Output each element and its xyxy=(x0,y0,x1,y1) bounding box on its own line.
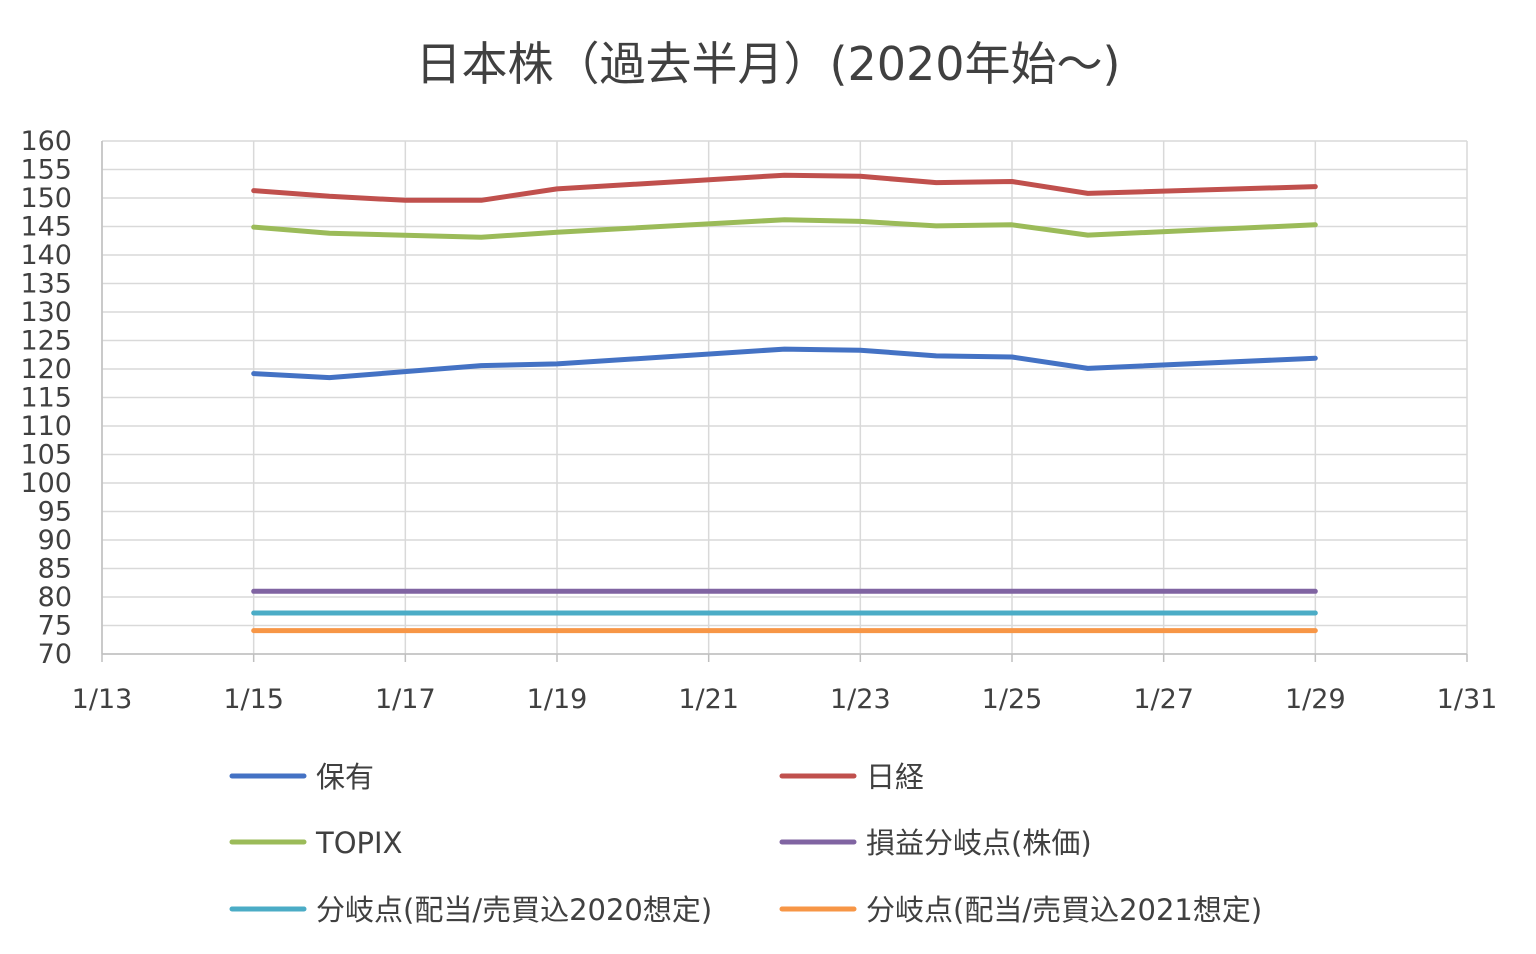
legend-label-0: 保有 xyxy=(316,760,374,794)
x-tick-label: 1/17 xyxy=(375,684,436,715)
y-tick-label: 110 xyxy=(20,411,72,442)
legend-label-4: 分岐点(配当/売買込2020想定) xyxy=(316,893,712,927)
legend-label-2: TOPIX xyxy=(315,826,402,860)
y-tick-label: 125 xyxy=(20,326,72,357)
y-tick-label: 140 xyxy=(20,240,72,271)
x-tick-label: 1/19 xyxy=(527,684,588,715)
y-tick-label: 120 xyxy=(20,354,72,385)
series-line-0 xyxy=(251,346,1318,381)
y-tick-label: 145 xyxy=(20,212,72,243)
legend-label-1: 日経 xyxy=(866,760,924,794)
y-tick-label: 75 xyxy=(38,611,72,642)
y-tick-label: 95 xyxy=(38,497,72,528)
y-tick-label: 160 xyxy=(20,126,72,157)
series-line-1 xyxy=(251,172,1318,203)
legend-label-5: 分岐点(配当/売買込2021想定) xyxy=(866,893,1262,927)
y-tick-label: 115 xyxy=(20,383,72,414)
y-tick-label: 130 xyxy=(20,297,72,328)
y-tick-label: 155 xyxy=(20,155,72,186)
series-line-2 xyxy=(251,217,1318,240)
y-tick-label: 90 xyxy=(38,525,72,556)
x-tick-label: 1/25 xyxy=(982,684,1043,715)
x-tick-label: 1/23 xyxy=(830,684,891,715)
x-tick-label: 1/15 xyxy=(223,684,284,715)
chart-title: 日本株（過去半月）(2020年始〜) xyxy=(415,37,1121,91)
x-tick-label: 1/13 xyxy=(72,684,133,715)
y-tick-label: 135 xyxy=(20,269,72,300)
x-tick-label: 1/31 xyxy=(1437,684,1498,715)
legend-label-3: 損益分岐点(株価) xyxy=(866,826,1092,860)
y-tick-label: 105 xyxy=(20,440,72,471)
y-tick-label: 100 xyxy=(20,468,72,499)
y-tick-label: 85 xyxy=(38,554,72,585)
x-tick-label: 1/29 xyxy=(1285,684,1346,715)
x-tick-label: 1/21 xyxy=(678,684,739,715)
y-tick-label: 70 xyxy=(38,639,72,670)
y-tick-label: 150 xyxy=(20,183,72,214)
x-tick-label: 1/27 xyxy=(1133,684,1194,715)
y-tick-label: 80 xyxy=(38,582,72,613)
